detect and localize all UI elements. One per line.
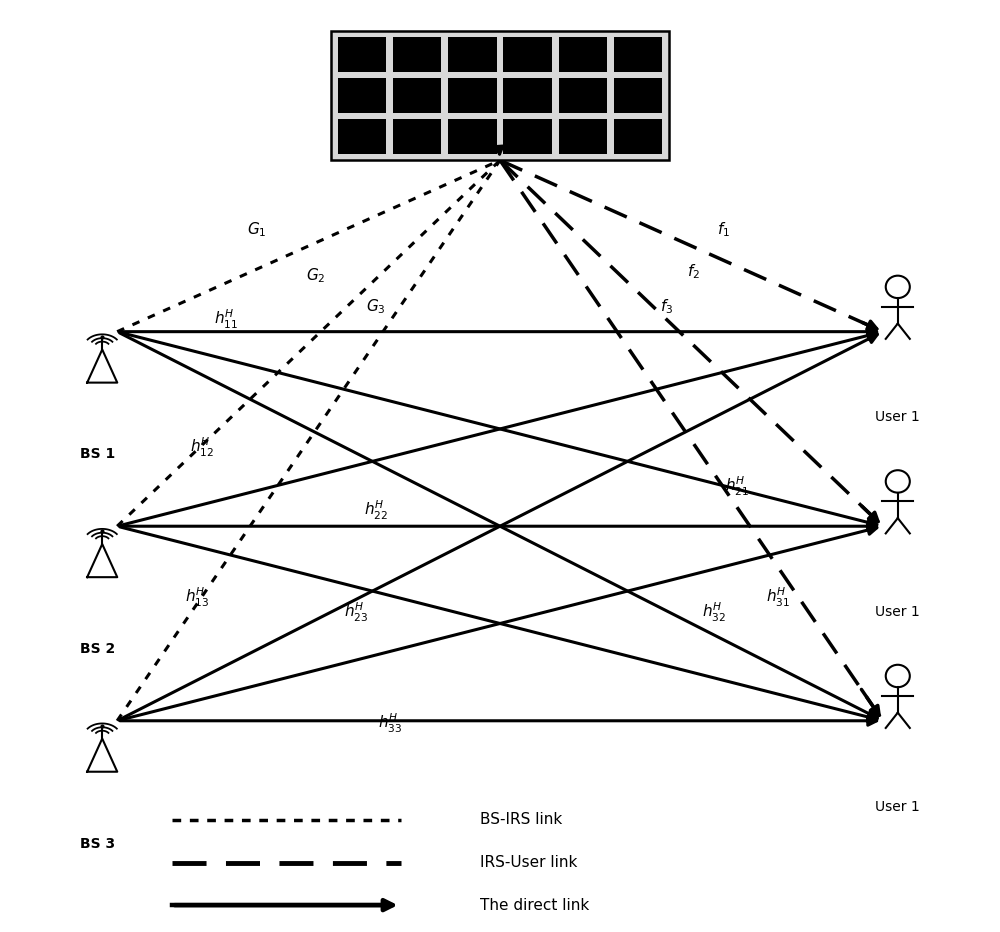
Bar [614,37,662,72]
Bar [338,119,386,154]
Text: $h_{21}^{H}$: $h_{21}^{H}$ [725,474,749,498]
Polygon shape [87,544,117,577]
Polygon shape [87,738,117,772]
Text: $h_{11}^{H}$: $h_{11}^{H}$ [214,308,239,331]
Bar [393,78,441,113]
Text: BS 1: BS 1 [80,447,115,461]
Text: $h_{23}^{H}$: $h_{23}^{H}$ [344,601,368,624]
Text: $G_1$: $G_1$ [247,220,266,240]
Text: BS-IRS link: BS-IRS link [480,813,562,828]
Text: $h_{32}^{H}$: $h_{32}^{H}$ [702,601,726,624]
Text: User 1: User 1 [875,800,920,814]
Text: BS 2: BS 2 [80,642,115,656]
Text: The direct link: The direct link [480,898,589,912]
Bar [503,78,552,113]
Text: $f_1$: $f_1$ [717,220,730,240]
Text: $h_{33}^{H}$: $h_{33}^{H}$ [378,712,403,735]
Bar [559,78,607,113]
Text: $f_2$: $f_2$ [687,262,700,281]
Text: $h_{22}^{H}$: $h_{22}^{H}$ [364,499,388,522]
Text: BS 3: BS 3 [80,837,115,851]
Bar [393,119,441,154]
Text: IRS-User link: IRS-User link [480,855,577,870]
Bar [338,37,386,72]
Bar [448,37,497,72]
Bar [503,119,552,154]
Bar [614,78,662,113]
Text: $h_{12}^{H}$: $h_{12}^{H}$ [190,436,214,459]
Text: $G_3$: $G_3$ [366,297,386,316]
Text: User 1: User 1 [875,605,920,619]
Bar [559,37,607,72]
Text: User 1: User 1 [875,410,920,424]
Bar [448,78,497,113]
Text: $f_3$: $f_3$ [660,297,674,316]
Polygon shape [87,350,117,383]
Bar [614,119,662,154]
Bar [393,37,441,72]
Bar [559,119,607,154]
Bar [448,119,497,154]
Text: $h_{13}^{H}$: $h_{13}^{H}$ [185,586,209,610]
Bar [331,31,669,160]
Text: $G_2$: $G_2$ [306,267,326,285]
Bar [338,78,386,113]
Text: $h_{31}^{H}$: $h_{31}^{H}$ [766,586,791,610]
Bar [503,37,552,72]
